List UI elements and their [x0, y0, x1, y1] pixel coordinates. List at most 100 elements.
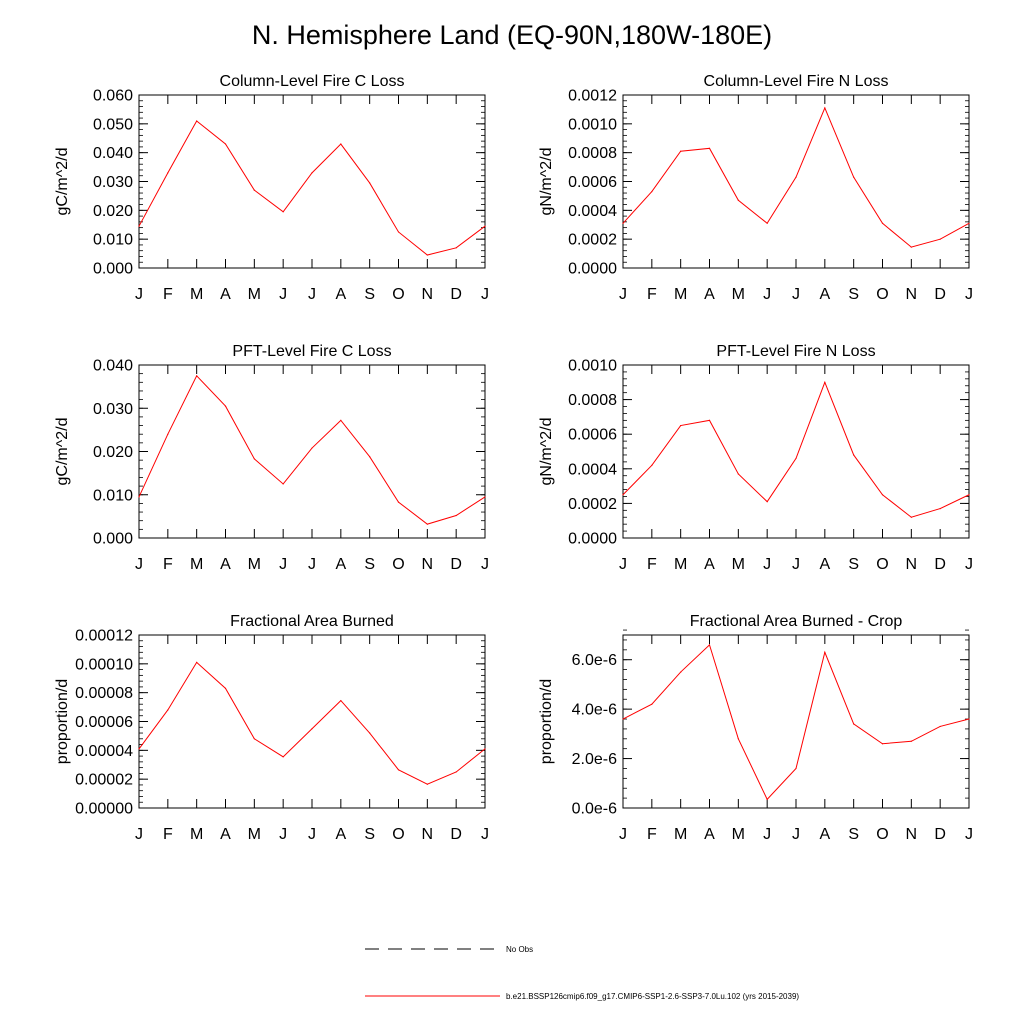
data-point	[369, 456, 371, 458]
data-point	[253, 738, 255, 740]
x-tick-label: J	[619, 826, 627, 843]
chart-title: Fractional Area Burned	[230, 613, 394, 630]
x-tick-label: F	[647, 556, 657, 573]
x-tick-label: D	[450, 556, 462, 573]
data-point	[968, 494, 970, 496]
chart-panel-6: Fractional Area Burned - Crop proportion/…	[538, 613, 973, 843]
data-point	[224, 143, 227, 145]
y-tick-label: 0.00010	[75, 656, 133, 673]
y-tick-label: 0.060	[93, 88, 133, 105]
chart-panel-3: PFT-Level Fire C Loss gC/m^2/d 0.000 0.010 0…	[54, 343, 489, 573]
x-tick-label: M	[190, 286, 203, 303]
data-point	[881, 222, 884, 224]
x-tick-label: J	[135, 826, 143, 843]
y-tick-label: 0.0010	[568, 116, 617, 133]
data-point	[340, 699, 342, 702]
plot-frame	[622, 634, 970, 809]
legend: No Obs b.e21.BSSP126cmip6.f09_g17.CMIP6-S…	[365, 945, 799, 1001]
chart-title: Column-Level Fire C Loss	[220, 73, 405, 90]
x-tick-label: O	[876, 556, 888, 573]
data-point	[196, 120, 198, 122]
x-tick-label: F	[647, 286, 657, 303]
data-point	[282, 211, 284, 213]
y-tick-label: 0.00004	[75, 743, 133, 760]
data-point	[282, 756, 284, 758]
y-tick-label: 0.000	[93, 531, 133, 548]
x-tick-label: M	[190, 556, 203, 573]
x-tick-label: J	[279, 286, 287, 303]
x-tick-label: A	[335, 556, 346, 573]
data-point	[680, 424, 682, 427]
y-axis-label: gC/m^2/d	[54, 148, 71, 216]
x-tick-label: N	[422, 286, 434, 303]
data-point	[881, 743, 884, 745]
y-tick-label: 0.0e-6	[572, 801, 617, 818]
x-tick-label: M	[732, 826, 745, 843]
data-point	[484, 225, 486, 227]
x-tick-label: J	[792, 826, 800, 843]
x-tick-label: J	[792, 556, 800, 573]
x-tick-label: O	[392, 286, 404, 303]
y-axis-label: gC/m^2/d	[54, 418, 71, 486]
x-tick-label: S	[364, 556, 375, 573]
data-point	[968, 718, 970, 720]
x-tick-label: M	[732, 286, 745, 303]
data-point	[939, 725, 941, 728]
data-point	[426, 783, 428, 785]
y-tick-label: 0.00012	[75, 628, 133, 645]
legend-label-1: No Obs	[506, 945, 533, 954]
data-point	[167, 709, 169, 711]
x-tick-label: M	[732, 556, 745, 573]
y-tick-label: 0.030	[93, 401, 133, 418]
x-tick-label: N	[906, 556, 918, 573]
y-axis-label: proportion/d	[54, 679, 71, 764]
x-tick-label: D	[934, 826, 946, 843]
plot-frame	[138, 94, 486, 269]
y-tick-label: 0.030	[93, 174, 133, 191]
data-point	[651, 190, 653, 193]
data-point	[708, 644, 711, 646]
x-tick-label: A	[704, 826, 715, 843]
y-tick-label: 6.0e-6	[572, 652, 617, 669]
data-point	[455, 247, 457, 249]
x-tick-label: O	[876, 286, 888, 303]
x-tick-label: J	[763, 286, 771, 303]
data-point	[484, 748, 486, 750]
x-tick-label: J	[763, 826, 771, 843]
x-tick-label: J	[965, 286, 973, 303]
x-tick-label: J	[619, 556, 627, 573]
series-line	[138, 661, 486, 785]
data-point	[426, 254, 428, 256]
data-point	[455, 514, 457, 517]
x-tick-label: S	[848, 826, 859, 843]
page-title: N. Hemisphere Land (EQ-90N,180W-180E)	[251, 20, 773, 50]
x-tick-label: N	[906, 826, 918, 843]
x-tick-label: A	[704, 556, 715, 573]
x-tick-label: O	[876, 826, 888, 843]
x-tick-label: F	[647, 826, 657, 843]
y-tick-label: 0.0004	[568, 203, 617, 220]
y-axis-label: gN/m^2/d	[538, 418, 555, 486]
data-point	[253, 189, 255, 191]
x-tick-label: O	[392, 826, 404, 843]
data-point	[622, 222, 624, 224]
x-tick-label: J	[135, 556, 143, 573]
data-point	[968, 222, 970, 224]
data-point	[910, 740, 912, 742]
x-tick-label: F	[163, 556, 173, 573]
data-point	[196, 375, 198, 377]
data-point	[708, 147, 711, 149]
data-point	[622, 718, 624, 720]
y-tick-label: 0.040	[93, 358, 133, 375]
y-tick-label: 0.0010	[568, 358, 617, 375]
y-tick-label: 0.020	[93, 203, 133, 220]
y-axis-label: proportion/d	[538, 679, 555, 764]
data-point	[651, 703, 653, 705]
x-tick-label: J	[308, 826, 316, 843]
x-tick-label: J	[763, 556, 771, 573]
data-point	[824, 107, 826, 109]
data-point	[369, 732, 371, 734]
plot-frame	[622, 364, 970, 539]
y-tick-label: 0.040	[93, 145, 133, 162]
